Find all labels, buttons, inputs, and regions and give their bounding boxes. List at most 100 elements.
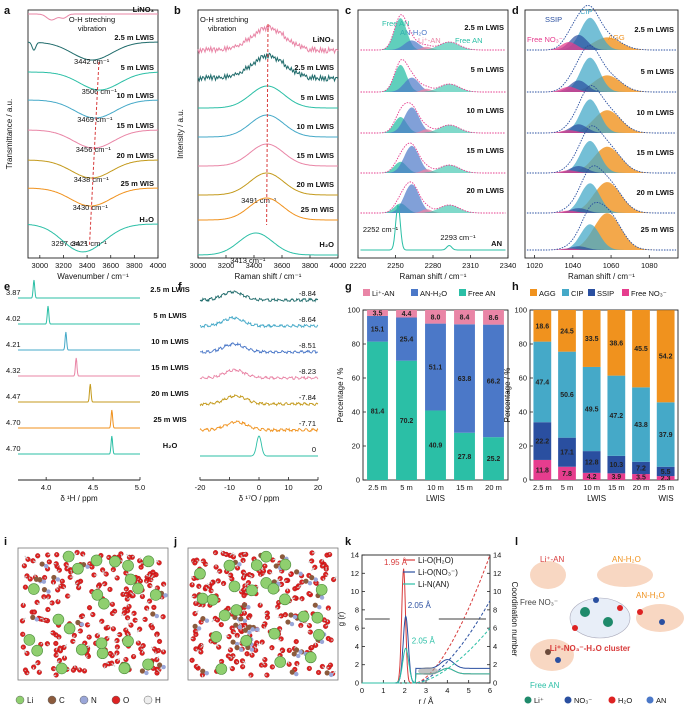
panel-g-y-tick-label: 100: [347, 306, 360, 315]
panel-g-bar-ANHO: [396, 317, 417, 361]
panel-g-data-label: 8.6: [489, 315, 499, 322]
panel-k-y2-tick-label: 4: [493, 642, 497, 651]
panel-g-bar-FreeAN: [454, 432, 475, 480]
panel-e-x-tick-label: 4.0: [41, 483, 51, 492]
panel-j-bond: [214, 552, 216, 555]
panel-h-bar-AGG: [533, 310, 552, 342]
panel-i-bond: [66, 565, 70, 570]
panel-j-atom-c: [294, 569, 300, 575]
panel-j-bond: [244, 583, 248, 587]
panel-c-fit-curve: [360, 102, 506, 134]
panel-b-series-label: LiNO₃: [313, 35, 335, 44]
panel-h-data-label: 7.2: [636, 465, 646, 472]
panel-j-atom-o: [189, 657, 195, 663]
panel-b-series-label: 15 m LWIS: [296, 151, 334, 160]
panel-j-atom-li: [215, 663, 228, 675]
panel-j-bond: [322, 564, 325, 567]
panel-i-atom-li: [124, 573, 137, 586]
panel-l-atom: [617, 605, 623, 611]
panel-i-bond: [120, 553, 123, 557]
panel-i-bond: [155, 559, 160, 564]
panel-j-bond: [286, 587, 289, 592]
panel-e-spectrum: [18, 409, 140, 429]
panel-i-bond: [113, 640, 118, 643]
panel-a-x-tick-label: 3600: [102, 261, 119, 270]
panel-label-d: d: [512, 5, 519, 17]
panel-j-atom-c: [192, 623, 198, 629]
panel-b-frame: [197, 9, 339, 259]
panel-a-peak-label: 3442 cm⁻¹: [74, 57, 110, 66]
panel-i-bond: [125, 588, 127, 591]
panel-c-free-an-area: [364, 18, 502, 50]
panel-j-bond: [272, 558, 276, 561]
panel-h-x-tick-label: 5 m: [561, 483, 574, 492]
panel-g-data-label: 8.0: [431, 314, 441, 321]
panel-c-fit-curve: [360, 142, 506, 174]
panel-b-series-label: 2.5 m LWIS: [294, 63, 334, 72]
panel-c-xlabel: Raman shift / cm⁻¹: [400, 272, 467, 281]
panel-label-k: k: [345, 536, 352, 548]
panel-g-data-label: 8.4: [460, 315, 470, 322]
panel-j-atom-c: [312, 602, 318, 608]
panel-b-spectrum-4: [198, 143, 338, 167]
panel-k-peak-label: 2.05 Å: [408, 601, 432, 610]
panel-f-spectrum: [199, 420, 319, 433]
panel-l-legend-dot: [524, 696, 532, 704]
panel-i-bond: [40, 642, 43, 645]
panel-a-peak-label: 3456 cm⁻¹: [76, 145, 112, 154]
panel-d-fit-curve: [526, 44, 677, 93]
panel-j-bond: [307, 631, 311, 633]
panel-i-bond: [149, 585, 154, 588]
panel-j-atom-li: [240, 634, 253, 647]
panel-c-legend: Li⁺-AN: [418, 36, 441, 45]
panel-j-atom-n: [255, 627, 260, 632]
panel-i-bond: [34, 662, 39, 666]
panel-i-bond: [56, 660, 60, 664]
panel-h-data-label: 45.5: [634, 346, 648, 353]
panel-j-bond: [209, 640, 212, 643]
panel-i-bond: [82, 553, 85, 557]
panel-j-atom-c: [289, 669, 295, 675]
panel-d-row-label: 15 m LWIS: [636, 148, 674, 157]
panel-e-spectrum: [18, 331, 140, 351]
panel-a-x-tick-label: 3000: [31, 261, 48, 270]
panel-b-x-tick-label: 3400: [246, 261, 263, 270]
panel-h-bar-SSIP: [582, 451, 601, 473]
panel-i-bond: [111, 653, 114, 656]
panel-a-spectrum-2: [28, 71, 158, 91]
panel-e-spectrum: [18, 279, 140, 299]
panel-j-atom-n: [250, 627, 255, 632]
panel-j-atom-li: [228, 580, 241, 593]
panel-j-atom-c: [232, 614, 238, 621]
panel-g-x-tick-label: 15 m: [456, 483, 473, 492]
panel-h-y-tick-label: 0: [523, 476, 527, 485]
panel-i-bond: [47, 553, 51, 556]
panel-a-series-label: 25 m WIS: [121, 179, 154, 188]
panel-label-a: a: [4, 5, 11, 17]
panel-d-cip-area: [528, 17, 675, 50]
panel-j-bond: [242, 660, 247, 664]
panel-j-atom-n: [247, 630, 252, 635]
panel-a-x-tick-label: 4000: [150, 261, 167, 270]
panel-d-fit-curve: [526, 165, 677, 214]
panel-j-atom-li: [206, 593, 219, 606]
panel-h-legend: CIP: [571, 289, 584, 298]
panel-i-bond: [137, 640, 139, 644]
panel-h-bar-FreeNO: [656, 476, 675, 480]
panel-a-spectrum-0: [28, 13, 158, 21]
panel-c-x-tick-label: 2250: [387, 261, 404, 270]
panel-j-atom-n: [328, 672, 334, 678]
panel-i-bond: [73, 552, 78, 556]
panel-j-atom-li: [304, 651, 317, 664]
panel-i-bond: [56, 569, 60, 573]
panel-f-spectrum: [199, 393, 319, 407]
panel-i-bond: [23, 650, 28, 654]
panel-i-atom-o: [151, 604, 157, 610]
panel-j-bond: [225, 634, 230, 638]
panel-j-atom-o: [309, 558, 315, 564]
panel-c-free-an2-area: [364, 84, 502, 92]
panel-i-atom-o: [161, 581, 167, 587]
panel-j-bond: [258, 570, 261, 572]
panel-j-bond: [230, 656, 233, 659]
panel-l-legend-dot: [564, 696, 572, 704]
